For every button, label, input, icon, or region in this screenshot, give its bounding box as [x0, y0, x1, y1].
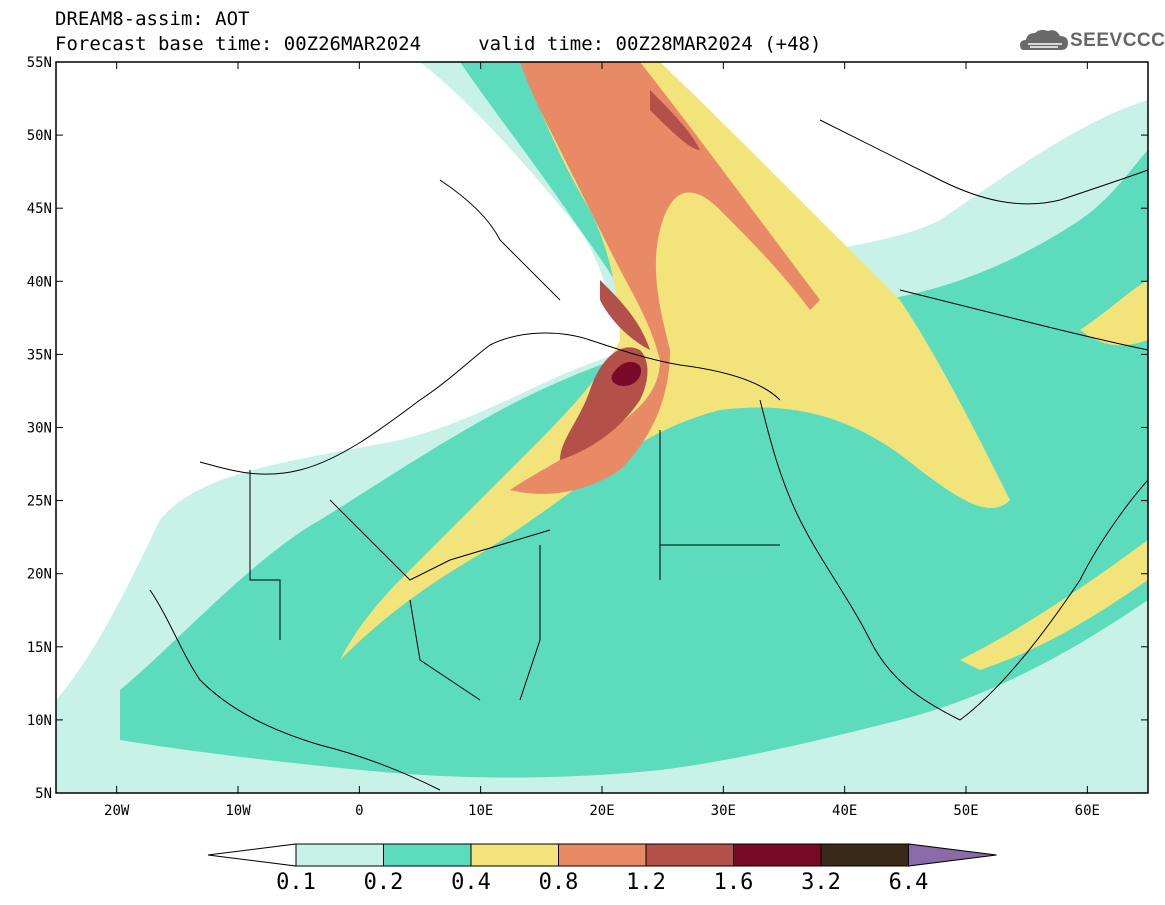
lon-tick-label: 40E [832, 803, 857, 819]
lon-tick-label: 10E [468, 803, 493, 819]
aot-level-0.4b [960, 540, 1148, 670]
aot-level-1.2c [600, 280, 650, 350]
colorbar-level-label: 0.8 [538, 870, 579, 895]
lat-tick-label: 40N [27, 274, 52, 290]
lat-tick-label: 35N [27, 347, 52, 363]
colorbar-level-label: 3.2 [801, 870, 841, 895]
chart-subtitle: Forecast base time: 00Z26MAR2024 valid t… [55, 33, 822, 55]
cloud-icon [1020, 29, 1068, 50]
colorbar-level-label: 1.6 [713, 870, 754, 895]
lat-tick-label: 30N [27, 421, 52, 437]
colorbar-level-label: 6.4 [888, 870, 929, 895]
aot-field [56, 62, 1148, 793]
colorbar-level-label: 0.2 [363, 870, 404, 895]
lon-tick-label: 30E [711, 803, 736, 819]
lat-tick-label: 5N [35, 786, 52, 802]
chart-title: DREAM8-assim: AOT [55, 8, 250, 30]
longitude-ticks: 20W 10W 0 10E 20E 30E 40E 50E 60E [104, 62, 1100, 819]
lon-tick-label: 10W [225, 803, 251, 819]
lat-tick-label: 25N [27, 494, 52, 510]
colorbar-box [295, 843, 384, 867]
lon-tick-label: 20W [104, 803, 130, 819]
colorbar-under-triangle [207, 843, 297, 867]
colorbar-box [645, 843, 734, 867]
lat-tick-label: 50N [27, 128, 52, 144]
colorbar-level-label: 0.4 [451, 870, 491, 895]
lon-tick-label: 60E [1075, 803, 1100, 819]
aot-level-0.8 [510, 62, 820, 494]
lon-tick-label: 50E [953, 803, 978, 819]
colorbar-box [558, 843, 647, 867]
lat-tick-label: 45N [27, 201, 52, 217]
colorbar-box [383, 843, 472, 867]
colorbar-over-triangle [908, 843, 997, 867]
aot-level-0.4c [1080, 280, 1148, 346]
aot-level-1.2b [650, 90, 700, 150]
lon-tick-label: 0 [355, 803, 363, 819]
colorbar-box [470, 843, 559, 867]
lat-tick-label: 20N [27, 567, 52, 583]
lat-tick-label: 55N [27, 55, 52, 71]
lat-tick-label: 15N [27, 640, 52, 656]
coastlines [149, 119, 1148, 791]
lon-tick-label: 20E [589, 803, 614, 819]
colorbar-box [820, 843, 909, 867]
aot-level-0.4 [340, 62, 1010, 660]
colorbar-level-label: 0.1 [276, 870, 316, 895]
lat-tick-label: 10N [27, 713, 52, 729]
latitude-ticks: 55N 50N 45N 40N 35N 30N 25N 20N 15N 10N 5N [27, 55, 1148, 802]
aot-level-1.6 [611, 361, 642, 386]
logo-text: SEEVCCC [1070, 30, 1165, 51]
colorbar-level-label: 1.2 [626, 870, 666, 895]
colorbar-box [733, 843, 822, 867]
